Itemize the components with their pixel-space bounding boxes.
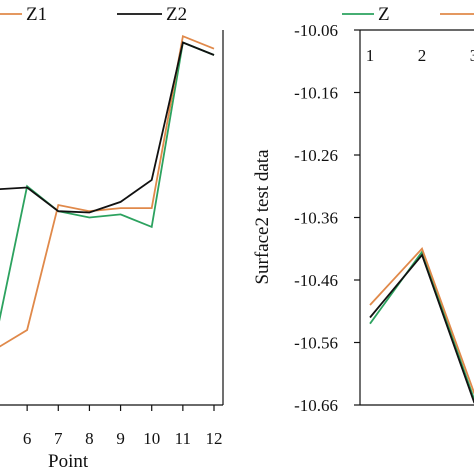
series-line-series-1 <box>369 247 474 395</box>
y-tick-label: -10.06 <box>294 21 338 40</box>
x-tick-label: 7 <box>54 429 63 448</box>
series-line-z2 <box>0 41 215 214</box>
x-tick-label: 1 <box>366 46 375 65</box>
right-legend: Z <box>342 4 474 25</box>
series-line-z1 <box>0 34 215 348</box>
left-series-lines <box>0 34 215 348</box>
legend-label-z1: Z1 <box>26 4 47 25</box>
x-tick-label: 3 <box>470 46 474 65</box>
right-y-axis-label: Surface2 test data <box>252 149 273 285</box>
y-tick-label: -10.46 <box>294 271 338 290</box>
right-chart: -10.06 -10.16 -10.26 -10.36 -10.46 -10.56 -10.… <box>252 4 474 415</box>
series-line-z <box>0 41 215 322</box>
left-chart: 56789101112 Point Z1 Z2 <box>0 4 224 472</box>
y-tick-label: -10.16 <box>294 84 338 103</box>
right-x-ticks: 1 2 3 <box>366 46 474 65</box>
y-tick-label: -10.26 <box>294 146 338 165</box>
legend-label-z2: Z2 <box>166 4 187 25</box>
x-tick-label: 2 <box>418 46 427 65</box>
x-tick-label: 9 <box>116 429 125 448</box>
legend-label-z: Z <box>378 4 390 25</box>
series-line-z <box>369 249 474 401</box>
right-y-ticks: -10.06 -10.16 -10.26 -10.36 -10.46 -10.56 -10.… <box>294 21 360 415</box>
y-tick-label: -10.66 <box>294 396 338 415</box>
x-tick-label: 12 <box>206 429 223 448</box>
x-tick-label: 6 <box>23 429 32 448</box>
x-tick-label: 10 <box>143 429 160 448</box>
right-series-lines <box>369 247 474 404</box>
y-tick-label: -10.56 <box>294 334 338 353</box>
left-x-ticks: 56789101112 <box>0 405 223 448</box>
x-tick-label: 11 <box>175 429 191 448</box>
series-line-series-2 <box>369 253 474 404</box>
x-tick-label: 8 <box>85 429 94 448</box>
left-x-axis-label: Point <box>48 451 89 472</box>
left-legend: Z1 Z2 <box>0 4 187 25</box>
y-tick-label: -10.36 <box>294 209 338 228</box>
